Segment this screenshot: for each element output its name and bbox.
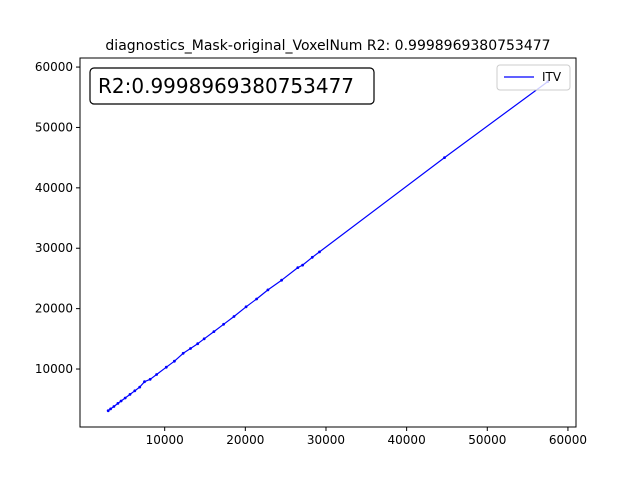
data-point — [128, 393, 132, 396]
y-tick-label: 40000 — [35, 181, 73, 195]
data-point — [106, 409, 110, 413]
data-point — [280, 278, 283, 282]
data-point — [116, 402, 120, 405]
r2-annotation: R2:0.9998969380753477 — [89, 67, 375, 105]
legend-label-itv: ITV — [542, 70, 562, 84]
annotation-text: R2:0.9998969380753477 — [98, 74, 354, 98]
x-tick-label: 40000 — [388, 433, 426, 447]
data-point — [155, 373, 159, 376]
data-point — [310, 255, 314, 259]
data-point — [148, 377, 152, 381]
data-point — [173, 359, 176, 363]
ticks-group: 10000 20000 30000 40000 50000 60000 10000 20000… — [35, 60, 587, 447]
data-point — [443, 156, 446, 160]
y-tick-label: 20000 — [35, 302, 73, 316]
data-point — [164, 365, 168, 369]
data-point — [301, 263, 304, 267]
chart-title: diagnostics_Mask-original_VoxelNum R2: 0… — [105, 38, 550, 54]
data-point — [133, 389, 137, 393]
plot-area — [80, 58, 576, 427]
x-tick-label: 30000 — [307, 433, 345, 447]
data-point — [196, 342, 200, 346]
y-tick-label: 10000 — [35, 362, 73, 376]
data-point — [189, 347, 192, 350]
x-tick-label: 10000 — [146, 433, 184, 447]
y-tick-label: 50000 — [35, 120, 73, 134]
data-point — [143, 380, 146, 384]
data-point — [296, 266, 300, 269]
legend: ITV — [496, 64, 571, 91]
y-tick-label: 30000 — [35, 241, 73, 255]
data-point — [266, 288, 270, 292]
data-point — [112, 405, 116, 408]
x-tick-label: 50000 — [468, 433, 506, 447]
annotation-box — [89, 67, 375, 105]
data-point — [222, 322, 226, 326]
data-point — [255, 297, 258, 301]
plot-frame — [79, 57, 577, 428]
data-point — [232, 315, 236, 318]
data-point — [181, 351, 185, 355]
data-point — [119, 399, 123, 403]
data-point — [212, 330, 216, 333]
data-point — [244, 305, 248, 309]
data-point — [109, 407, 112, 411]
data-point — [138, 385, 142, 389]
y-tick-label: 60000 — [35, 60, 73, 74]
x-tick-label: 60000 — [549, 433, 587, 447]
data-point — [318, 250, 321, 254]
x-tick-label: 20000 — [226, 433, 264, 447]
data-point — [123, 396, 127, 400]
data-point — [202, 337, 206, 341]
